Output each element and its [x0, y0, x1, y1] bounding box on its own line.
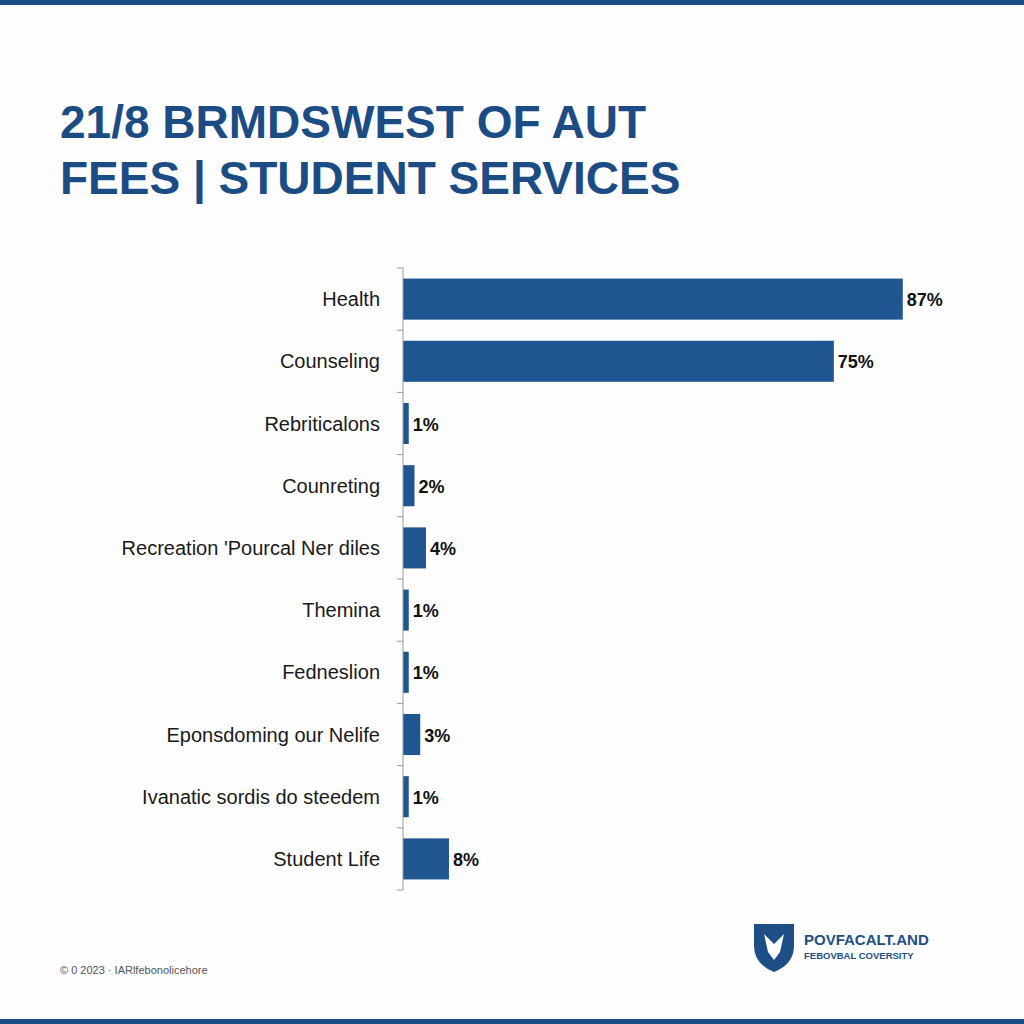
category-tick [397, 827, 403, 828]
bar [403, 838, 449, 879]
bar [403, 527, 426, 568]
data-label: 1% [413, 415, 439, 435]
category-label: Eponsdoming our Nelife [167, 724, 380, 746]
bar [403, 590, 409, 631]
bar [403, 652, 409, 693]
bar [403, 714, 420, 755]
bars [403, 279, 903, 880]
category-tick [397, 516, 403, 517]
data-label: 3% [424, 726, 450, 746]
category-label: Recreation 'Pourcal Ner diles [122, 537, 380, 559]
category-tick [397, 454, 403, 455]
category-label: Themina [302, 599, 381, 621]
data-label: 4% [430, 539, 456, 559]
bar [403, 465, 414, 506]
category-label: Counseling [280, 350, 380, 372]
category-label: Rebriticalons [264, 413, 380, 435]
logo [754, 924, 794, 972]
data-label: 1% [413, 601, 439, 621]
data-label: 1% [413, 663, 439, 683]
category-label: Fedneslion [282, 661, 380, 683]
category-tick [397, 392, 403, 393]
logo-subtext: FEBOVBAL COVERSITY [804, 950, 914, 961]
category-label: Health [322, 288, 380, 310]
top-border [0, 0, 1024, 5]
category-tick [397, 268, 403, 269]
background [0, 0, 1024, 1024]
data-label: 75% [838, 352, 874, 372]
category-tick [397, 579, 403, 580]
category-tick [397, 890, 403, 891]
category-tick [397, 330, 403, 331]
category-label: Counreting [282, 475, 380, 497]
category-label: Ivanatic sordis do steedem [142, 786, 380, 808]
footer-note: © 0 2023 · IARlfebonolicehore [60, 964, 208, 976]
chart: 21/8 BRMDSWEST OF AUTFEES | STUDENT SERV… [0, 0, 1024, 1024]
title-line: FEES | STUDENT SERVICES [60, 152, 680, 204]
title: 21/8 BRMDSWEST OF AUTFEES | STUDENT SERV… [60, 96, 680, 204]
data-label: 1% [413, 788, 439, 808]
bar [403, 279, 903, 320]
data-label: 8% [453, 850, 479, 870]
chart-root: 21/8 BRMDSWEST OF AUTFEES | STUDENT SERV… [0, 0, 1024, 1024]
data-label: 87% [907, 290, 943, 310]
logo-emblem [764, 934, 784, 960]
logo-shield [754, 924, 794, 972]
category-tick [397, 765, 403, 766]
logo-text: POVFACALT.AND [804, 931, 929, 948]
bar [403, 403, 409, 444]
labels: Health 87% Counseling 75% Rebriticalons 1% Cou… [122, 288, 943, 870]
category-label: Student Life [273, 848, 380, 870]
bottom-border [0, 1019, 1024, 1024]
bar [403, 341, 834, 382]
category-tick [397, 641, 403, 642]
data-label: 2% [418, 477, 444, 497]
category-tick [397, 703, 403, 704]
title-line: 21/8 BRMDSWEST OF AUT [60, 96, 646, 148]
bar [403, 776, 409, 817]
